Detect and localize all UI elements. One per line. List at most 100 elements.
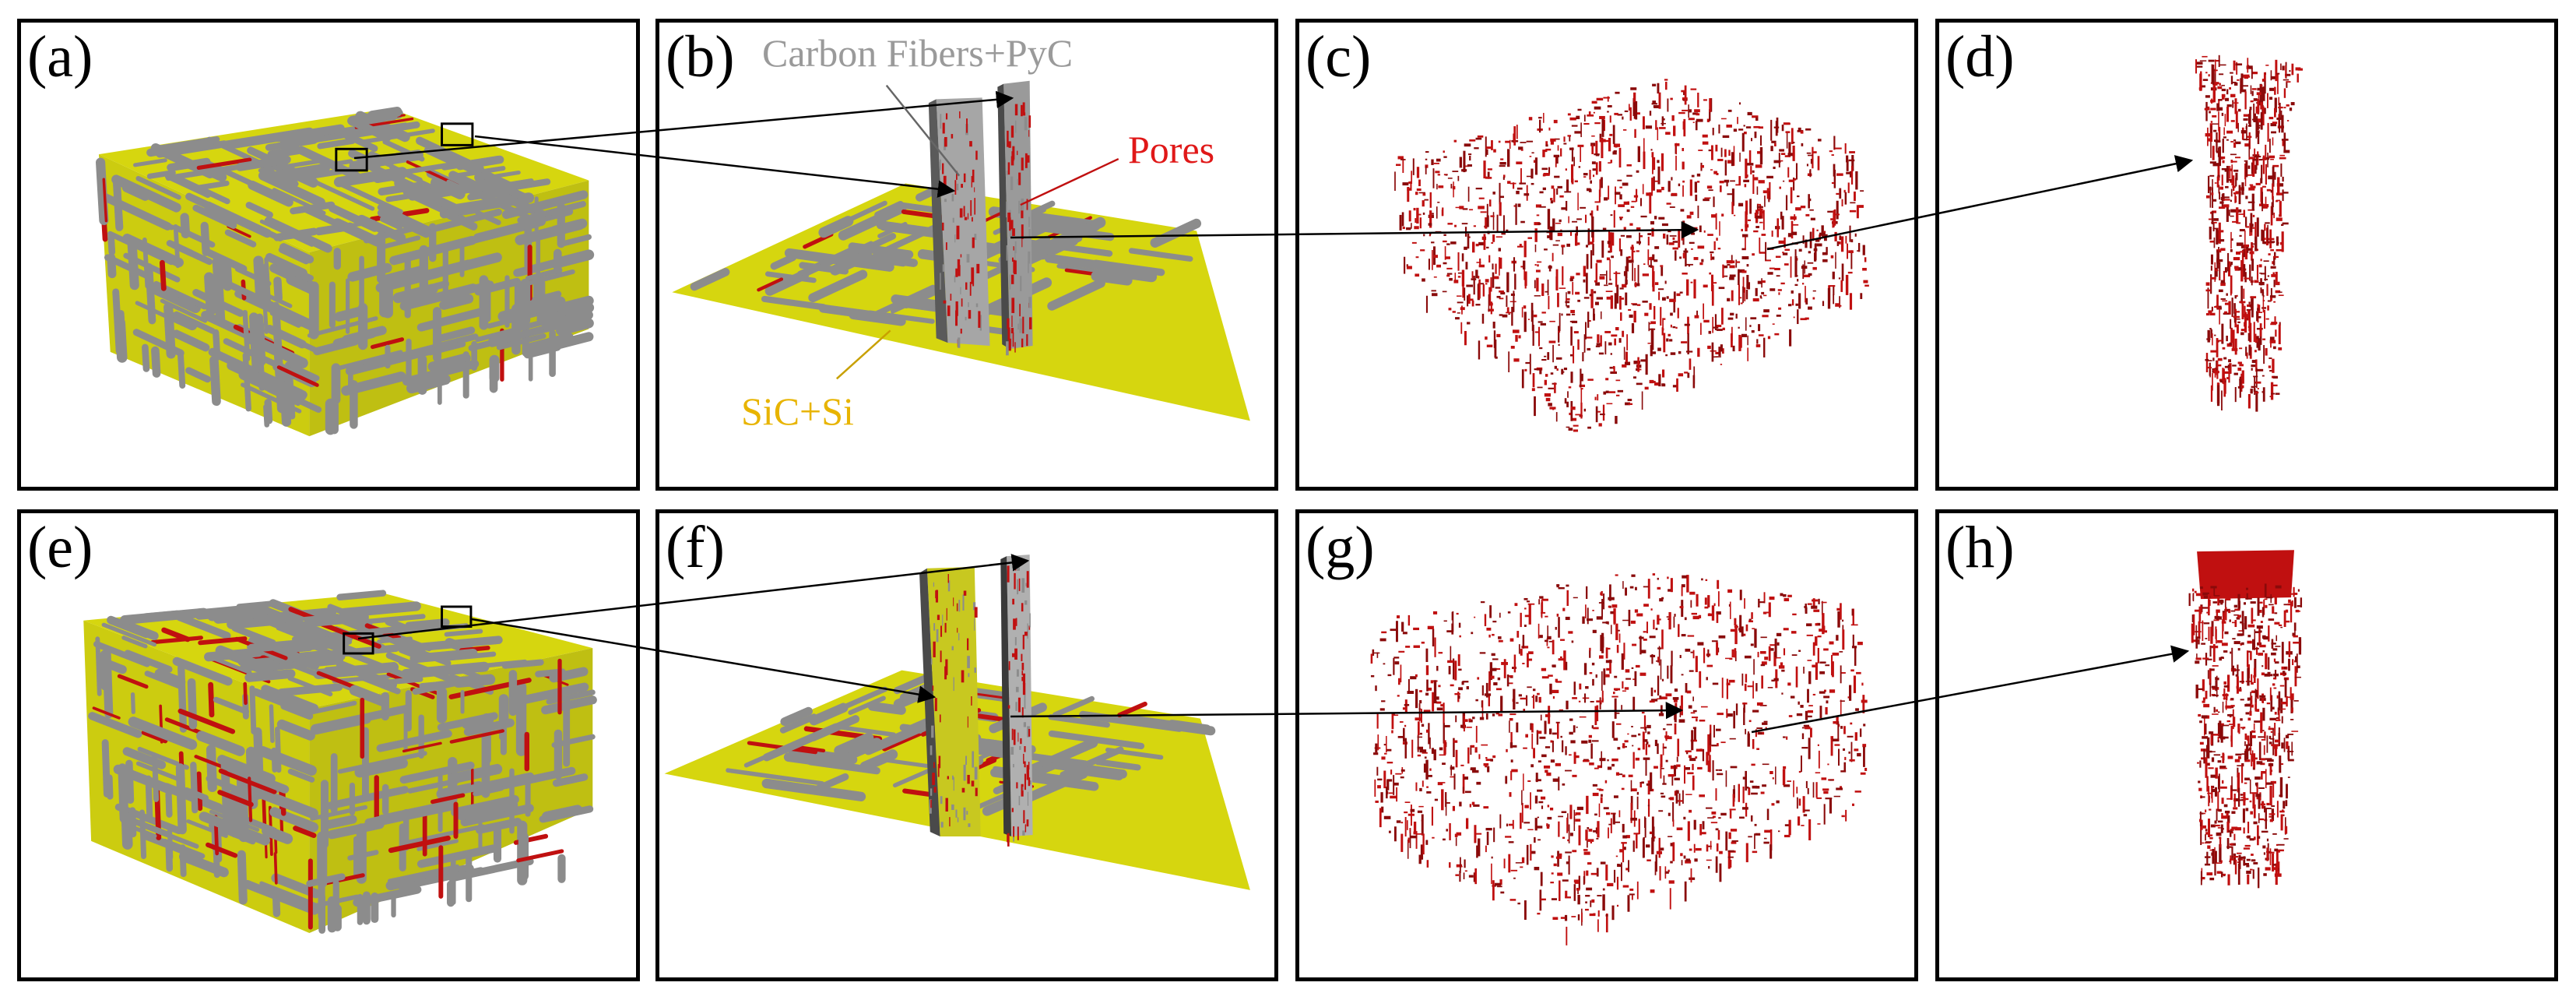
- pore-voxel: [1678, 624, 1680, 637]
- pore-voxel: [1749, 325, 1752, 327]
- pore-voxel: [2219, 262, 2221, 279]
- pore-voxel: [1585, 829, 1588, 841]
- pore-voxel: [2244, 862, 2249, 866]
- pore-voxel: [2269, 785, 2272, 806]
- pore-voxel: [1499, 202, 1502, 217]
- pore-voxel: [1425, 648, 1429, 663]
- pore-voxel: [1614, 675, 1618, 678]
- pore-voxel: [1667, 98, 1669, 112]
- pore-voxel: [1804, 260, 1806, 274]
- pore-voxel: [1415, 831, 1418, 849]
- pore-voxel: [1790, 187, 1793, 204]
- pore-voxel: [2213, 706, 2216, 713]
- pore-voxel: [2219, 766, 2226, 769]
- slab-speckle: [963, 206, 965, 217]
- fiber-streak: [274, 726, 282, 773]
- pore-voxel: [1561, 245, 1566, 248]
- pore-voxel: [1658, 837, 1661, 858]
- fiber-streak: [152, 753, 160, 802]
- pore-voxel: [1631, 667, 1634, 670]
- fiber-streak: [285, 361, 320, 382]
- pore-voxel: [1585, 901, 1587, 903]
- pore-voxel: [1720, 364, 1723, 365]
- fiber-streak: [106, 774, 114, 800]
- pore-voxel: [1847, 271, 1853, 274]
- pore-voxel: [1689, 358, 1692, 370]
- pore-voxel: [1547, 625, 1548, 640]
- pore-voxel: [1657, 288, 1664, 290]
- slab-speckle: [1008, 338, 1011, 351]
- pore-voxel: [1670, 324, 1672, 328]
- pore-voxel: [1512, 819, 1514, 829]
- pore-voxel: [1450, 684, 1454, 687]
- pore-voxel: [1492, 263, 1494, 270]
- pore-voxel: [1726, 181, 1728, 187]
- pore-voxel: [2219, 186, 2224, 190]
- pore-voxel: [1540, 322, 1546, 326]
- pore-voxel: [1726, 713, 1733, 717]
- pore-voxel: [1661, 696, 1668, 699]
- pore-voxel: [1696, 718, 1698, 722]
- slab-speckle: [1011, 808, 1014, 812]
- pore-voxel: [2264, 598, 2268, 600]
- pore-voxel: [1671, 774, 1674, 786]
- pore-voxel: [1543, 765, 1551, 769]
- slab-speckle: [1014, 648, 1017, 660]
- pore-voxel: [2258, 316, 2261, 319]
- pore-voxel: [1738, 129, 1744, 131]
- pore-voxel: [1667, 665, 1669, 679]
- pore-voxel: [1583, 334, 1586, 353]
- pore-streak: [117, 674, 149, 689]
- pore-voxel: [2244, 268, 2247, 271]
- pore-voxel: [1594, 813, 1597, 816]
- pore-voxel: [1641, 391, 1643, 410]
- pore-voxel: [2280, 163, 2283, 177]
- pore-voxel: [1570, 417, 1577, 421]
- pore-voxel: [1615, 145, 1618, 148]
- pore-voxel: [1619, 287, 1624, 290]
- pore-voxel: [1538, 696, 1541, 703]
- pore-voxel: [1599, 133, 1602, 139]
- pore-voxel: [2264, 266, 2266, 281]
- fiber-streak: [211, 274, 272, 307]
- pore-voxel: [1579, 716, 1587, 718]
- pore-voxel: [1649, 257, 1651, 260]
- pore-voxel: [2226, 377, 2229, 379]
- fiber-streak: [118, 619, 159, 641]
- pore-voxel: [1788, 715, 1793, 717]
- pore-voxel: [1672, 801, 1675, 822]
- pore-voxel: [1590, 250, 1593, 269]
- pore-voxel: [1610, 371, 1618, 375]
- pore-voxel: [1771, 140, 1776, 143]
- pore-voxel: [1395, 773, 1402, 775]
- pore-voxel: [1583, 663, 1587, 675]
- pore-voxel: [2240, 699, 2244, 701]
- pore-voxel: [1585, 895, 1590, 897]
- pore-voxel: [2212, 369, 2216, 371]
- pore-voxel: [1609, 366, 1613, 369]
- pore-voxel: [2212, 82, 2219, 85]
- pore-voxel: [1840, 770, 1847, 773]
- pore-voxel: [2261, 665, 2264, 667]
- pore-voxel: [1469, 139, 1476, 142]
- pore-voxel: [2244, 277, 2251, 280]
- slab-speckle: [1015, 120, 1017, 133]
- pore-voxel: [2298, 637, 2302, 655]
- fiber-streak: [231, 625, 276, 646]
- pore-voxel: [2251, 88, 2257, 90]
- pore-voxel: [1559, 195, 1564, 198]
- pore-voxel: [1812, 290, 1816, 292]
- pore-voxel: [1763, 841, 1769, 844]
- fiber-streak: [261, 685, 319, 713]
- pore-voxel: [1615, 326, 1619, 331]
- pore-voxel: [1495, 688, 1502, 691]
- pore-column-render: [2195, 55, 2303, 412]
- fiber-streak: [496, 333, 546, 350]
- pore-voxel: [2205, 106, 2210, 109]
- pore-voxel: [1631, 734, 1637, 738]
- pore-voxel: [1643, 757, 1650, 760]
- pore-voxel: [1601, 794, 1603, 797]
- pore-voxel: [1835, 213, 1840, 216]
- pore-voxel: [2276, 199, 2281, 202]
- pore-voxel: [1410, 676, 1417, 680]
